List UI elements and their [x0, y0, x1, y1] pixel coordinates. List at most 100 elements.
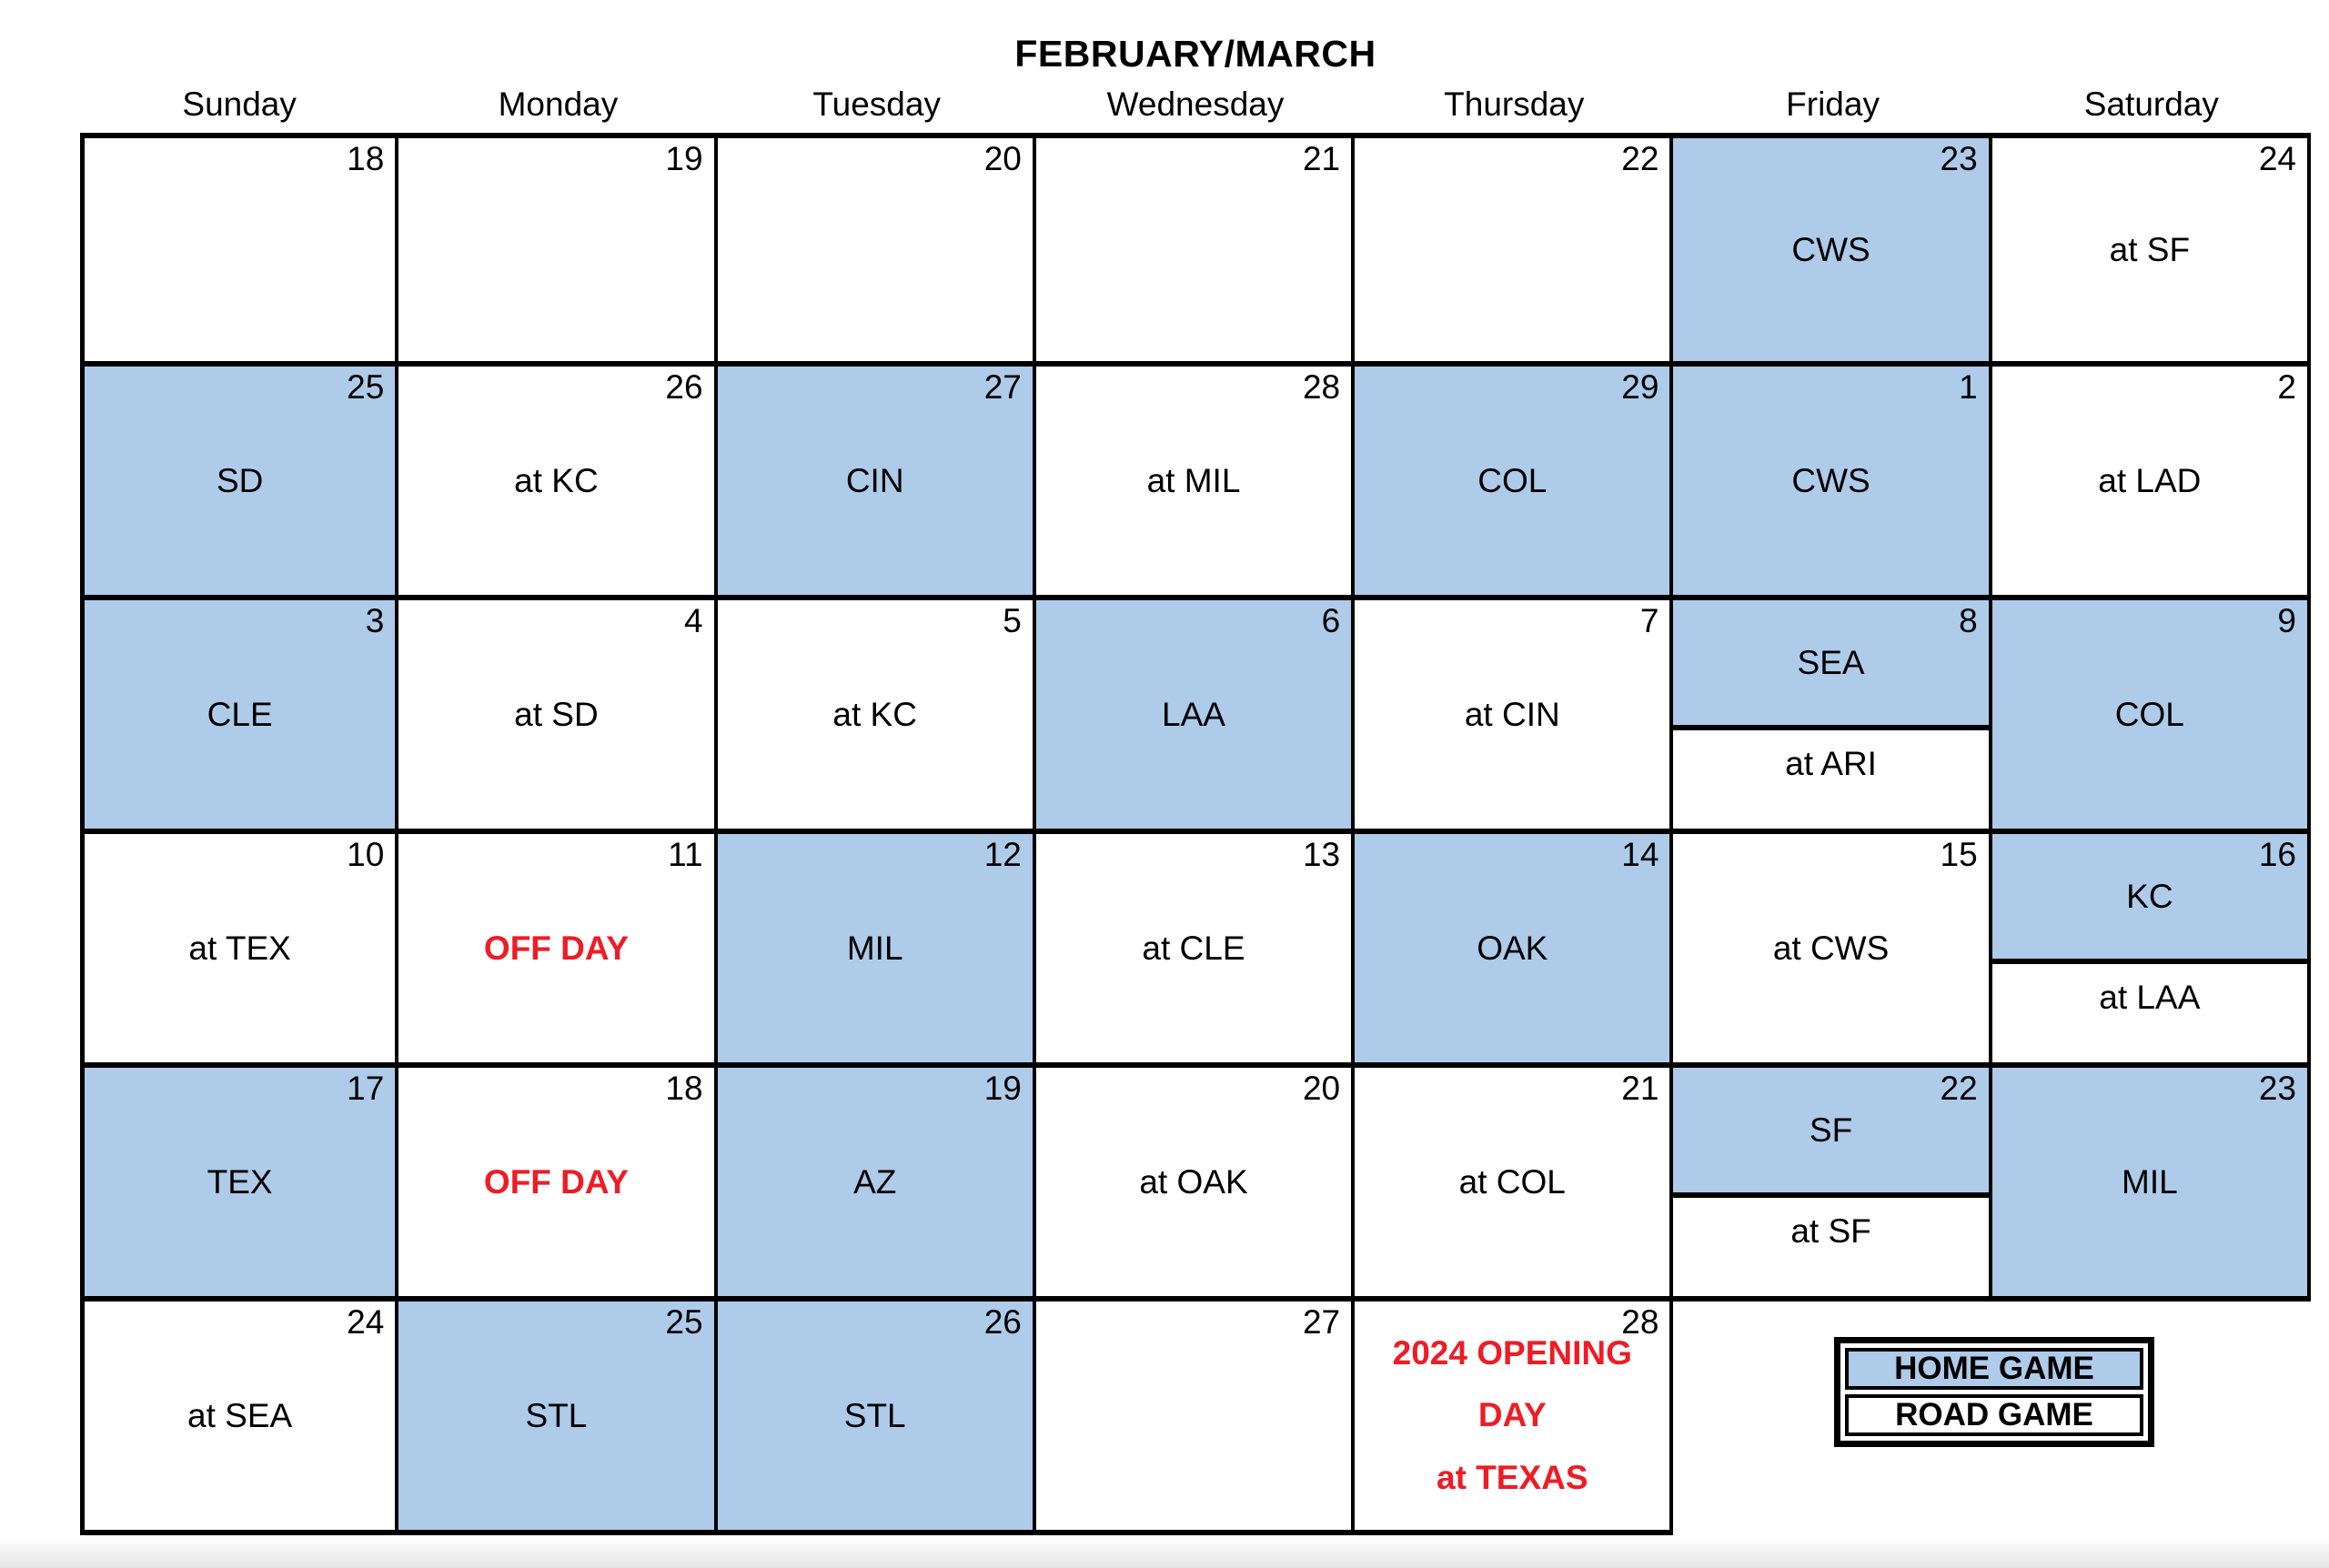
- game-label: at ARI: [1785, 745, 1877, 783]
- day-number: 1: [1959, 368, 1978, 406]
- off-day-label: OFF DAY: [483, 929, 629, 967]
- weekday-header-saturday: Saturday: [2083, 85, 2219, 123]
- day-number: 27: [983, 368, 1022, 406]
- day-cell-5: 5 at KC: [717, 600, 1036, 834]
- road-game-half: at LAA: [1991, 964, 2307, 1062]
- weekday-header-sunday: Sunday: [182, 85, 297, 123]
- day-number: 19: [983, 1070, 1022, 1107]
- day-number: 26: [983, 1303, 1022, 1341]
- day-number: 29: [1621, 368, 1659, 406]
- legend: HOME GAME ROAD GAME: [1834, 1337, 2154, 1447]
- day-cell-8: 8 SEA at ARI: [1673, 600, 1992, 834]
- game-label: STL: [843, 1396, 906, 1434]
- day-number: 23: [1940, 140, 1978, 177]
- day-cell-23: 23 MIL: [1991, 1068, 2311, 1302]
- day-cell-26: 26 at KC: [398, 367, 718, 600]
- day-number: 7: [1639, 602, 1659, 639]
- day-number: 21: [1302, 140, 1341, 177]
- day-number: 26: [665, 368, 703, 406]
- day-number: 6: [1321, 602, 1341, 639]
- game-label: MIL: [2122, 1162, 2178, 1201]
- weekday-header-friday: Friday: [1786, 85, 1880, 123]
- game-label: at KC: [514, 461, 599, 499]
- day-cell-22: 22 SF at SF: [1673, 1068, 1992, 1302]
- game-label: CWS: [1791, 230, 1870, 268]
- game-label: at SEA: [187, 1396, 293, 1434]
- day-cell-21: 21 at COL: [1355, 1068, 1674, 1302]
- day-number: 27: [1302, 1303, 1341, 1341]
- weekday-header-wednesday: Wednesday: [1106, 85, 1285, 123]
- day-cell-17: 17 TEX: [80, 1068, 399, 1302]
- day-number: 25: [347, 368, 385, 406]
- day-number: 21: [1621, 1070, 1659, 1107]
- day-cell-6: 6 LAA: [1035, 600, 1356, 834]
- day-cell-27: 27 CIN: [717, 367, 1036, 600]
- road-game-half: at ARI: [1673, 730, 1989, 829]
- weekday-header-row: Sunday Monday Tuesday Wednesday Thursday…: [80, 85, 2311, 124]
- day-number: 25: [665, 1303, 703, 1341]
- game-label: at KC: [832, 695, 917, 733]
- game-label: SEA: [1797, 643, 1865, 681]
- road-game-half: at SF: [1673, 1198, 1989, 1296]
- game-label: at SD: [514, 695, 599, 733]
- day-cell-14: 14 OAK: [1355, 834, 1674, 1068]
- day-cell-16: 16 KC at LAA: [1991, 834, 2311, 1068]
- day-number: 5: [1003, 602, 1022, 639]
- game-label: STL: [525, 1396, 588, 1434]
- day-number: 15: [1940, 836, 1978, 873]
- game-label: CIN: [845, 461, 904, 499]
- page-bottom-edge: [0, 1537, 2329, 1568]
- day-cell-20: 20 at OAK: [1035, 1068, 1356, 1302]
- day-cell-26: 26 STL: [717, 1302, 1036, 1535]
- game-label: OAK: [1477, 929, 1548, 967]
- game-label: CLE: [207, 695, 273, 733]
- day-number: 18: [665, 1070, 703, 1107]
- day-cell-15: 15 at CWS: [1673, 834, 1992, 1068]
- day-number: 3: [365, 602, 385, 639]
- day-number: 23: [2258, 1070, 2296, 1107]
- game-label: at OAK: [1139, 1162, 1248, 1201]
- day-number: 8: [1959, 602, 1978, 639]
- opening-day-line: at TEXAS: [1437, 1458, 1588, 1496]
- day-cell-19: 19 AZ: [717, 1068, 1036, 1302]
- day-number: 24: [347, 1303, 385, 1341]
- day-cell-24: 24 at SF: [1991, 133, 2311, 367]
- day-cell-24: 24 at SEA: [80, 1302, 399, 1535]
- day-number: 20: [983, 140, 1022, 177]
- day-cell-19: 19: [398, 133, 718, 367]
- day-cell-4: 4 at SD: [398, 600, 718, 834]
- game-label: SD: [216, 461, 264, 499]
- day-number: 14: [1621, 836, 1659, 873]
- game-label: COL: [1477, 461, 1548, 499]
- weekday-header-tuesday: Tuesday: [812, 85, 941, 123]
- day-cell-3: 3 CLE: [80, 600, 399, 834]
- home-game-half: 16 KC: [1991, 834, 2307, 965]
- day-number: 9: [2277, 602, 2296, 639]
- game-label: at TEX: [188, 929, 291, 967]
- day-cell-7: 7 at CIN: [1355, 600, 1674, 834]
- game-label: at MIL: [1146, 461, 1241, 499]
- day-cell-25: 25 SD: [80, 367, 399, 600]
- day-cell-23: 23 CWS: [1673, 133, 1992, 367]
- game-label: at COL: [1458, 1162, 1566, 1201]
- day-number: 10: [347, 836, 385, 873]
- day-cell-21: 21: [1035, 133, 1356, 367]
- game-label: at SF: [1790, 1212, 1871, 1251]
- day-cell-13: 13 at CLE: [1035, 834, 1356, 1068]
- game-label: at LAA: [2099, 979, 2201, 1017]
- day-number: 17: [347, 1070, 385, 1107]
- opening-day-line: 2024 OPENING DAY: [1392, 1333, 1632, 1434]
- day-number: 18: [347, 140, 385, 177]
- day-cell-10: 10 at TEX: [80, 834, 399, 1068]
- day-cell-27: 27: [1035, 1302, 1356, 1535]
- weekday-header-thursday: Thursday: [1444, 85, 1585, 123]
- day-cell-29: 29 COL: [1355, 367, 1674, 600]
- game-label: AZ: [853, 1162, 897, 1201]
- day-cell-9: 9 COL: [1991, 600, 2311, 834]
- home-game-half: 8 SEA: [1673, 600, 1989, 731]
- game-label: MIL: [846, 929, 903, 967]
- day-cell-28: 28 2024 OPENING DAY at TEXAS: [1355, 1302, 1674, 1535]
- calendar-grid: 18 19 20 21 22 23 CWS 24 at SF 25 SD 26 at KC 27 CIN 28…: [80, 133, 2311, 1535]
- day-cell-28: 28 at MIL: [1035, 367, 1356, 600]
- day-number: 4: [683, 602, 703, 639]
